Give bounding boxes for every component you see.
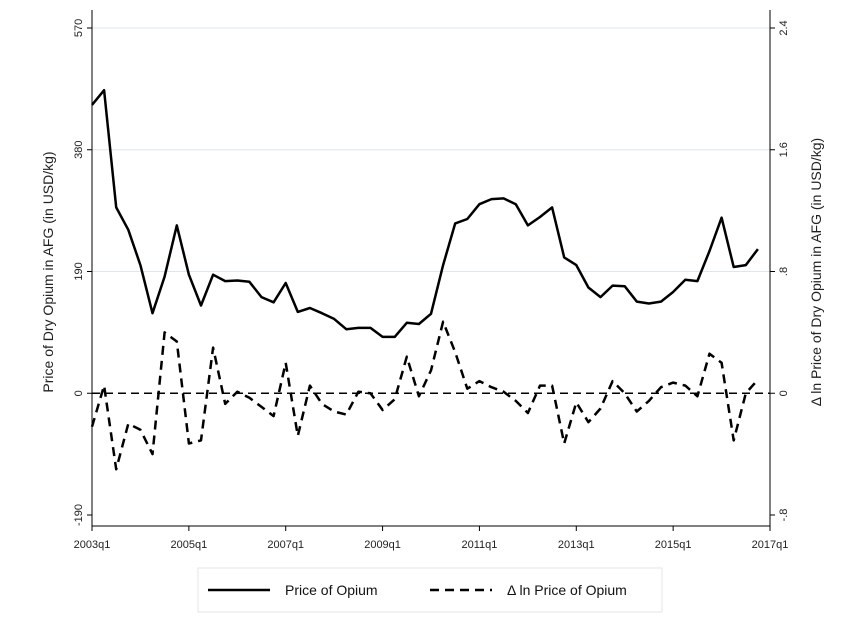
left-axis-title: Price of Dry Opium in AFG (in USD/kg) (40, 151, 56, 392)
left-y-tick-label-2: 190 (73, 262, 85, 280)
right-y-tick-label-2: .8 (778, 267, 790, 276)
right-y-tick-label-1: 0 (778, 390, 790, 396)
left-y-tick-label-0: -190 (73, 504, 85, 526)
legend: Price of Opium Δ ln Price of Opium (197, 567, 663, 613)
ticks-layer: -190 0 190 380 570 -.8 0 .8 1.6 2.4 2003q1 2005q1 20… (73, 19, 790, 551)
x-tick-label-6: 2015q1 (655, 539, 692, 551)
plot-region (92, 10, 770, 526)
right-axis-title: Δ ln Price of Dry Opium in AFG (in USD/k… (808, 138, 824, 406)
series-line-1 (90, 320, 759, 471)
x-tick-label-0: 2003q1 (74, 539, 111, 551)
right-y-tick-label-0: -.8 (778, 509, 790, 522)
grid-layer (92, 27, 770, 272)
legend-label-price-of-opium: Price of Opium (285, 582, 378, 598)
x-tick-label-4: 2011q1 (461, 539, 497, 551)
x-tick-label-7: 2017q1 (752, 539, 789, 551)
x-tick-label-5: 2013q1 (558, 539, 595, 551)
right-y-tick-label-4: 2.4 (778, 20, 790, 35)
legend-label-delta-ln-price: Δ ln Price of Opium (507, 582, 627, 598)
x-tick-label-1: 2005q1 (170, 539, 207, 551)
series-layer (90, 88, 759, 471)
right-y-tick-label-3: 1.6 (778, 142, 790, 157)
x-tick-label-3: 2009q1 (364, 539, 401, 551)
left-y-tick-label-4: 570 (73, 19, 85, 37)
x-tick-label-2: 2007q1 (267, 539, 304, 551)
series-line-0 (91, 88, 759, 339)
left-y-tick-label-3: 380 (73, 141, 85, 159)
left-y-tick-label-1: 0 (73, 390, 85, 396)
